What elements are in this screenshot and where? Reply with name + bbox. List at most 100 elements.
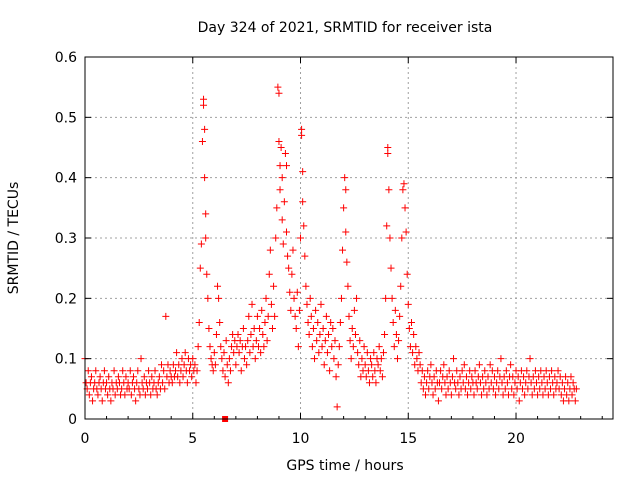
data-point (315, 349, 323, 357)
data-point (343, 258, 351, 266)
data-point (384, 144, 392, 151)
data-point (196, 264, 204, 272)
data-point (346, 337, 354, 345)
data-point (336, 318, 344, 326)
data-point (222, 337, 230, 345)
data-point (158, 361, 166, 369)
data-point (202, 210, 210, 218)
data-point (271, 312, 279, 320)
data-point (340, 204, 348, 212)
data-point (370, 349, 378, 357)
data-point (317, 300, 325, 308)
data-point (145, 367, 153, 375)
data-point (262, 294, 270, 302)
data-point (396, 312, 404, 320)
data-point (471, 367, 479, 375)
data-point (397, 282, 405, 290)
data-point (524, 385, 532, 393)
data-point (413, 355, 421, 363)
data-point (510, 391, 518, 399)
data-point (494, 367, 502, 375)
data-point (188, 373, 196, 381)
data-point (277, 144, 285, 151)
data-point (300, 222, 308, 230)
x-tick-labels: 0 5 10 15 20 (81, 431, 525, 447)
data-point (236, 337, 244, 345)
data-point (147, 391, 155, 399)
data-point (342, 186, 350, 194)
data-point (110, 367, 118, 375)
data-point (327, 318, 335, 326)
data-point (388, 294, 396, 302)
data-point (321, 337, 329, 345)
data-point (425, 385, 433, 393)
data-point (345, 312, 353, 320)
data-point (197, 240, 205, 248)
data-point (550, 391, 558, 399)
data-point (84, 367, 92, 375)
data-point (239, 325, 247, 332)
data-point (515, 397, 523, 405)
data-point (265, 270, 273, 278)
data-point (295, 306, 303, 314)
data-point (219, 367, 227, 375)
data-point (351, 331, 359, 339)
data-point (237, 367, 245, 375)
data-point (303, 300, 311, 308)
data-point (195, 318, 203, 326)
data-point (105, 373, 113, 381)
data-point (216, 318, 224, 326)
data-point (320, 361, 328, 369)
data-point (246, 349, 254, 357)
y-tick-label: 0.1 (55, 352, 77, 368)
data-point (283, 228, 291, 236)
data-point (467, 385, 475, 393)
y-tick-label: 0.3 (55, 231, 77, 247)
data-point (134, 367, 142, 375)
data-point (364, 367, 372, 375)
data-point (137, 355, 145, 363)
data-point (306, 294, 314, 302)
data-point (290, 294, 298, 302)
data-point (286, 288, 294, 296)
data-point (318, 343, 326, 351)
data-point (221, 373, 229, 381)
y-tick-labels: 0 0.1 0.2 0.3 0.4 0.5 0.6 (55, 50, 77, 428)
data-point (179, 373, 187, 381)
data-point (204, 294, 212, 302)
data-point (328, 343, 336, 351)
data-point (191, 361, 199, 369)
data-point (285, 264, 293, 272)
data-point (427, 361, 435, 369)
data-point (151, 367, 159, 375)
data-point (275, 89, 283, 97)
data-point (132, 397, 140, 405)
axis-ticks (84, 56, 613, 420)
data-point (330, 355, 338, 363)
data-point (161, 385, 169, 393)
data-point (367, 355, 375, 363)
data-point (483, 391, 491, 399)
data-point (248, 300, 256, 308)
data-point (437, 367, 445, 375)
data-point (98, 397, 106, 405)
data-point (376, 367, 384, 375)
data-point (455, 391, 463, 399)
data-point (350, 306, 358, 314)
data-point (430, 373, 438, 381)
data-point (326, 367, 334, 375)
data-point (272, 234, 280, 242)
data-point (200, 95, 208, 103)
y-axis-label: SRMTID / TECUs (6, 182, 22, 295)
x-tick-label: 10 (292, 431, 310, 447)
data-point (322, 312, 330, 320)
data-point (307, 312, 315, 320)
data-point (383, 222, 391, 230)
data-point (244, 337, 252, 345)
data-point (444, 385, 452, 393)
data-point (301, 252, 309, 260)
data-point (403, 270, 411, 278)
data-point (261, 318, 269, 326)
data-point (122, 373, 130, 381)
